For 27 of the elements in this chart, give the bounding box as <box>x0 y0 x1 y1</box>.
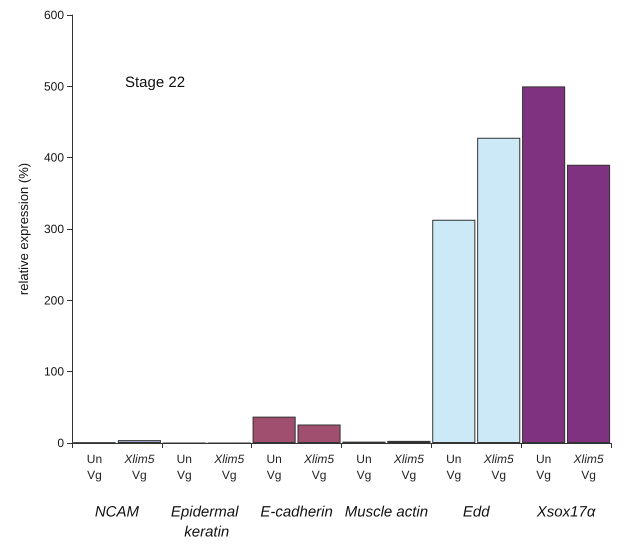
y-tick-label: 400 <box>44 150 64 165</box>
x-tick-label: Un Vg <box>446 452 462 482</box>
y-tick-label: 100 <box>44 364 64 379</box>
x-tick-label: Un Vg <box>536 452 552 482</box>
x-tick-label: Xlim5 Vg <box>392 452 424 482</box>
text: Muscle actin <box>344 504 428 520</box>
x-tick-label: Xlim5 Vg <box>213 452 245 482</box>
x-tick-label: Un Vg <box>266 452 282 482</box>
y-axis-title: relative expression (%) <box>16 162 31 296</box>
x-tick-label: Un Vg <box>176 452 192 482</box>
x-tick-label: Xlim5 Vg <box>303 452 334 482</box>
text: Edd <box>462 504 490 520</box>
y-tick-label: 0 <box>57 436 64 450</box>
text: E-cadherin <box>260 504 333 520</box>
x-tick-label: Xlim5 Vg <box>572 452 604 482</box>
text: Stage 22 <box>125 74 186 91</box>
x-tick-label: Xlim5 Vg <box>123 452 155 482</box>
y-tick-label: 200 <box>44 293 64 308</box>
x-tick-label: Xlim5 Vg <box>482 452 514 482</box>
x-tick-label: Un Vg <box>86 452 102 482</box>
y-tick-label: 300 <box>44 222 64 236</box>
x-tick-label: Un Vg <box>356 452 372 482</box>
y-tick-label: 500 <box>44 79 64 94</box>
text: NCAM <box>94 504 140 520</box>
y-tick-label: 600 <box>44 8 64 22</box>
text: Xsox17α <box>536 504 596 520</box>
text: Epidermal keratin <box>170 504 243 540</box>
